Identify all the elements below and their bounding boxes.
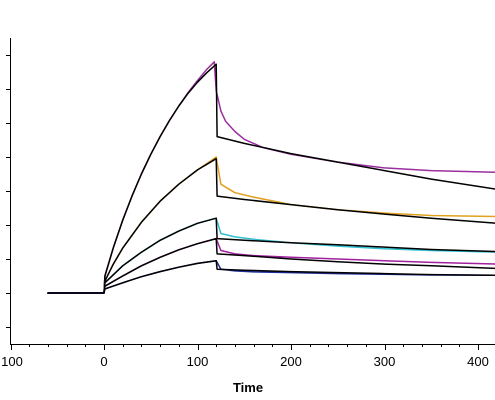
x-tick-label: 0 bbox=[100, 354, 107, 369]
x-tick-label: 200 bbox=[280, 354, 302, 369]
ticks-layer: 100 0 100 200 300 400 bbox=[1, 55, 489, 369]
x-axis-title: Time bbox=[233, 380, 263, 395]
axes-layer bbox=[10, 38, 495, 345]
series-line-4 bbox=[47, 157, 495, 294]
series-line-2 bbox=[47, 63, 495, 294]
x-tick-label: 400 bbox=[467, 354, 489, 369]
x-tick-label: 300 bbox=[374, 354, 396, 369]
x-tick-label: 100 bbox=[1, 354, 23, 369]
series-line-6 bbox=[47, 217, 495, 294]
series-line-8 bbox=[47, 237, 495, 294]
x-tick-label: 100 bbox=[187, 354, 209, 369]
series-line-5 bbox=[47, 217, 495, 294]
series-line-10 bbox=[47, 259, 495, 294]
series-layer bbox=[47, 61, 495, 294]
